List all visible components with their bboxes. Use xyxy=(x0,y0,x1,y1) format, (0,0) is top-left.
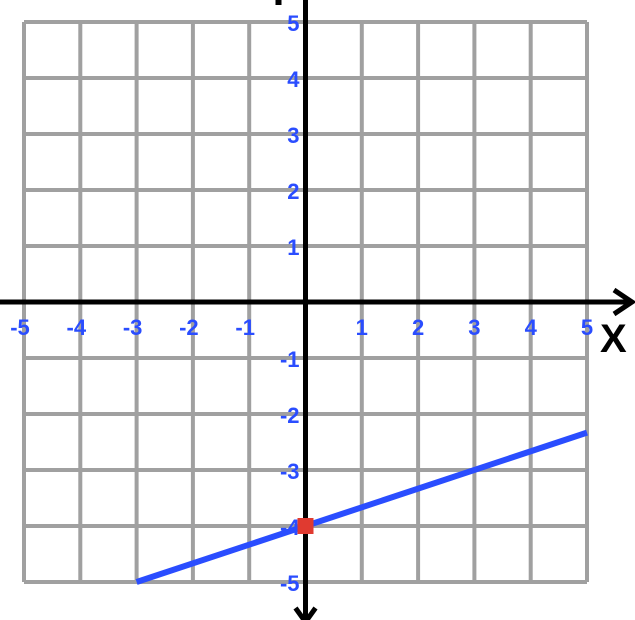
y-tick-label: -5 xyxy=(280,571,300,596)
y-axis-label-fragment xyxy=(275,0,282,5)
x-tick-label: -5 xyxy=(10,315,30,340)
x-axis-arrow-icon xyxy=(612,287,635,317)
x-tick-label: -4 xyxy=(67,315,87,340)
x-tick-label: 3 xyxy=(468,315,480,340)
x-tick-label: -1 xyxy=(235,315,255,340)
y-tick-label: 1 xyxy=(287,235,299,260)
x-tick-label: -3 xyxy=(123,315,143,340)
y-axis-arrow-icon xyxy=(293,606,318,620)
x-tick-label: 4 xyxy=(525,315,538,340)
x-tick-label: 2 xyxy=(412,315,424,340)
y-tick-label: -2 xyxy=(280,403,300,428)
y-tick-label: -3 xyxy=(280,459,300,484)
y-tick-label: 4 xyxy=(287,67,300,92)
data-point xyxy=(297,518,314,534)
y-tick-label: -1 xyxy=(280,347,300,372)
series-line xyxy=(135,429,588,585)
x-tick-label: 1 xyxy=(356,315,368,340)
y-tick-label: 2 xyxy=(287,179,299,204)
y-tick-label: 3 xyxy=(287,123,299,148)
x-tick-label: -2 xyxy=(179,315,199,340)
x-axis-label: X xyxy=(600,317,627,361)
y-tick-label: 5 xyxy=(287,11,299,36)
x-tick-label: 5 xyxy=(581,315,593,340)
